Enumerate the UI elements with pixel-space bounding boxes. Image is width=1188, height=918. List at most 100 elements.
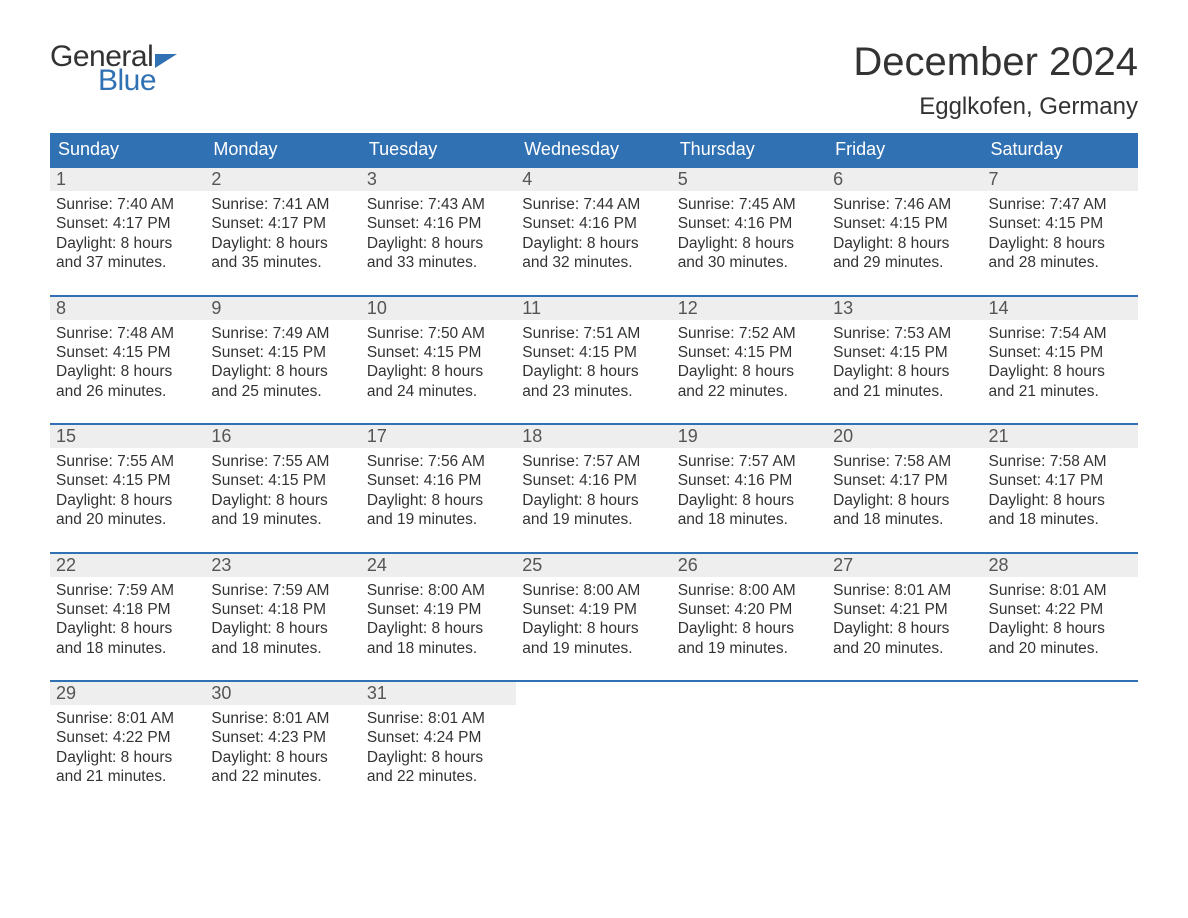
- day-number: 21: [983, 425, 1138, 448]
- daylight-line-2: and 19 minutes.: [211, 510, 354, 529]
- sunrise-line: Sunrise: 7:50 AM: [367, 324, 510, 343]
- day-cell: 4Sunrise: 7:44 AMSunset: 4:16 PMDaylight…: [516, 168, 671, 281]
- daylight-line-1: Daylight: 8 hours: [522, 362, 665, 381]
- day-cell: 26Sunrise: 8:00 AMSunset: 4:20 PMDayligh…: [672, 554, 827, 667]
- sunset-line: Sunset: 4:15 PM: [522, 343, 665, 362]
- sunset-line: Sunset: 4:16 PM: [367, 471, 510, 490]
- page-title: December 2024: [853, 40, 1138, 85]
- day-number: 27: [827, 554, 982, 577]
- daylight-line-2: and 29 minutes.: [833, 253, 976, 272]
- day-body: Sunrise: 8:01 AMSunset: 4:22 PMDaylight:…: [50, 705, 205, 787]
- sunrise-line: Sunrise: 8:01 AM: [211, 709, 354, 728]
- daylight-line-2: and 21 minutes.: [833, 382, 976, 401]
- sunrise-line: Sunrise: 7:57 AM: [522, 452, 665, 471]
- sunset-line: Sunset: 4:16 PM: [522, 471, 665, 490]
- daylight-line-1: Daylight: 8 hours: [522, 491, 665, 510]
- daylight-line-2: and 18 minutes.: [211, 639, 354, 658]
- daylight-line-2: and 19 minutes.: [522, 510, 665, 529]
- day-cell: 12Sunrise: 7:52 AMSunset: 4:15 PMDayligh…: [672, 297, 827, 410]
- day-number: 10: [361, 297, 516, 320]
- sunset-line: Sunset: 4:15 PM: [833, 343, 976, 362]
- day-number: 15: [50, 425, 205, 448]
- sunrise-line: Sunrise: 7:55 AM: [56, 452, 199, 471]
- day-cell: 19Sunrise: 7:57 AMSunset: 4:16 PMDayligh…: [672, 425, 827, 538]
- sunset-line: Sunset: 4:18 PM: [56, 600, 199, 619]
- day-body: Sunrise: 8:00 AMSunset: 4:19 PMDaylight:…: [361, 577, 516, 659]
- sunset-line: Sunset: 4:23 PM: [211, 728, 354, 747]
- day-body: Sunrise: 8:00 AMSunset: 4:19 PMDaylight:…: [516, 577, 671, 659]
- weekday-header: Sunday: [50, 133, 205, 166]
- week-row: 8Sunrise: 7:48 AMSunset: 4:15 PMDaylight…: [50, 295, 1138, 410]
- day-body: Sunrise: 7:58 AMSunset: 4:17 PMDaylight:…: [983, 448, 1138, 530]
- day-cell: 28Sunrise: 8:01 AMSunset: 4:22 PMDayligh…: [983, 554, 1138, 667]
- day-number: 17: [361, 425, 516, 448]
- day-cell: 30Sunrise: 8:01 AMSunset: 4:23 PMDayligh…: [205, 682, 360, 795]
- daylight-line-2: and 18 minutes.: [833, 510, 976, 529]
- week-row: 15Sunrise: 7:55 AMSunset: 4:15 PMDayligh…: [50, 423, 1138, 538]
- daylight-line-2: and 19 minutes.: [367, 510, 510, 529]
- day-body: Sunrise: 7:46 AMSunset: 4:15 PMDaylight:…: [827, 191, 982, 273]
- daylight-line-1: Daylight: 8 hours: [367, 619, 510, 638]
- daylight-line-1: Daylight: 8 hours: [522, 619, 665, 638]
- sunrise-line: Sunrise: 7:57 AM: [678, 452, 821, 471]
- day-cell: 10Sunrise: 7:50 AMSunset: 4:15 PMDayligh…: [361, 297, 516, 410]
- daylight-line-1: Daylight: 8 hours: [56, 491, 199, 510]
- daylight-line-2: and 22 minutes.: [678, 382, 821, 401]
- sunset-line: Sunset: 4:16 PM: [367, 214, 510, 233]
- sunset-line: Sunset: 4:19 PM: [367, 600, 510, 619]
- day-body: Sunrise: 7:48 AMSunset: 4:15 PMDaylight:…: [50, 320, 205, 402]
- day-number: 14: [983, 297, 1138, 320]
- day-body: Sunrise: 7:58 AMSunset: 4:17 PMDaylight:…: [827, 448, 982, 530]
- day-body: Sunrise: 7:52 AMSunset: 4:15 PMDaylight:…: [672, 320, 827, 402]
- day-cell: 27Sunrise: 8:01 AMSunset: 4:21 PMDayligh…: [827, 554, 982, 667]
- sunrise-line: Sunrise: 7:49 AM: [211, 324, 354, 343]
- sunset-line: Sunset: 4:21 PM: [833, 600, 976, 619]
- sunrise-line: Sunrise: 7:53 AM: [833, 324, 976, 343]
- day-number: 7: [983, 168, 1138, 191]
- day-number: 8: [50, 297, 205, 320]
- brand-logo: General Blue: [50, 40, 177, 98]
- logo-text-blue: Blue: [98, 64, 177, 98]
- day-cell: 23Sunrise: 7:59 AMSunset: 4:18 PMDayligh…: [205, 554, 360, 667]
- sunrise-line: Sunrise: 7:43 AM: [367, 195, 510, 214]
- sunset-line: Sunset: 4:15 PM: [211, 343, 354, 362]
- sunset-line: Sunset: 4:15 PM: [56, 343, 199, 362]
- sunset-line: Sunset: 4:24 PM: [367, 728, 510, 747]
- daylight-line-1: Daylight: 8 hours: [989, 234, 1132, 253]
- day-number: 26: [672, 554, 827, 577]
- daylight-line-2: and 18 minutes.: [367, 639, 510, 658]
- day-cell: [516, 682, 671, 795]
- day-number: 31: [361, 682, 516, 705]
- sunrise-line: Sunrise: 7:45 AM: [678, 195, 821, 214]
- day-cell: [983, 682, 1138, 795]
- day-cell: 7Sunrise: 7:47 AMSunset: 4:15 PMDaylight…: [983, 168, 1138, 281]
- daylight-line-2: and 32 minutes.: [522, 253, 665, 272]
- day-body: Sunrise: 7:57 AMSunset: 4:16 PMDaylight:…: [516, 448, 671, 530]
- day-number: 24: [361, 554, 516, 577]
- day-body: Sunrise: 7:47 AMSunset: 4:15 PMDaylight:…: [983, 191, 1138, 273]
- daylight-line-2: and 26 minutes.: [56, 382, 199, 401]
- daylight-line-1: Daylight: 8 hours: [989, 619, 1132, 638]
- sunrise-line: Sunrise: 7:48 AM: [56, 324, 199, 343]
- daylight-line-2: and 21 minutes.: [989, 382, 1132, 401]
- sunrise-line: Sunrise: 7:51 AM: [522, 324, 665, 343]
- day-cell: 17 Sunrise: 7:56 AMSunset: 4:16 PMDayligh…: [361, 425, 516, 538]
- day-body: Sunrise: 7:55 AMSunset: 4:15 PMDaylight:…: [50, 448, 205, 530]
- day-cell: 14Sunrise: 7:54 AMSunset: 4:15 PMDayligh…: [983, 297, 1138, 410]
- daylight-line-1: Daylight: 8 hours: [678, 234, 821, 253]
- day-cell: 22Sunrise: 7:59 AMSunset: 4:18 PMDayligh…: [50, 554, 205, 667]
- sunrise-line: Sunrise: 7:56 AM: [367, 452, 510, 471]
- day-number: 2: [205, 168, 360, 191]
- day-cell: [672, 682, 827, 795]
- day-number: 19: [672, 425, 827, 448]
- daylight-line-1: Daylight: 8 hours: [367, 491, 510, 510]
- day-number: 5: [672, 168, 827, 191]
- day-number: 25: [516, 554, 671, 577]
- weeks-container: 1Sunrise: 7:40 AMSunset: 4:17 PMDaylight…: [50, 166, 1138, 795]
- day-number: 30: [205, 682, 360, 705]
- daylight-line-2: and 28 minutes.: [989, 253, 1132, 272]
- daylight-line-1: Daylight: 8 hours: [56, 748, 199, 767]
- day-cell: 8Sunrise: 7:48 AMSunset: 4:15 PMDaylight…: [50, 297, 205, 410]
- day-number: 12: [672, 297, 827, 320]
- sunrise-line: Sunrise: 7:59 AM: [56, 581, 199, 600]
